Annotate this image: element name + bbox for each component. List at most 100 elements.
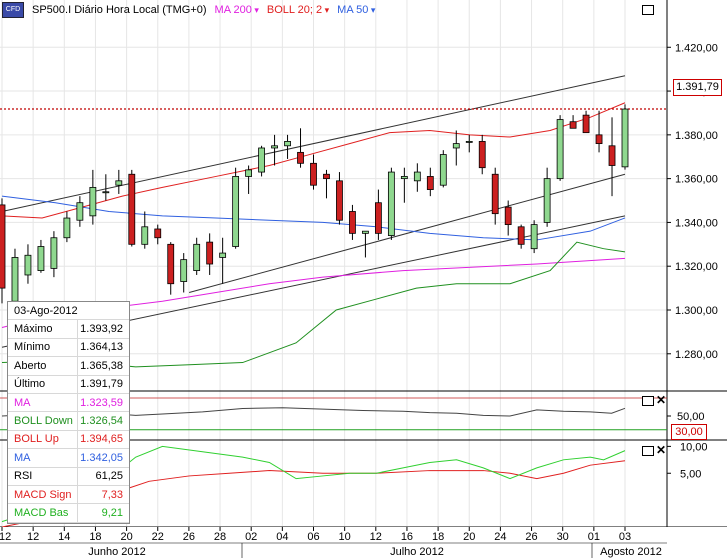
series-boll-down-line bbox=[1, 241, 626, 368]
candle-down[interactable] bbox=[608, 145, 616, 166]
maximize-price-pane-button[interactable] bbox=[642, 5, 654, 15]
close-rsi-pane-button[interactable]: ✕ bbox=[656, 393, 667, 407]
candle-up[interactable] bbox=[621, 108, 629, 168]
info-date-row: 03-Ago-2012 bbox=[8, 302, 129, 321]
info-row: MA 1.323,59 bbox=[8, 393, 129, 413]
candle-up[interactable] bbox=[400, 176, 408, 180]
candle-up[interactable] bbox=[24, 254, 32, 276]
candle-up[interactable] bbox=[219, 252, 227, 258]
candle-down[interactable] bbox=[426, 176, 434, 190]
info-row-label: Máximo bbox=[8, 320, 78, 338]
candle-up[interactable] bbox=[452, 143, 460, 149]
candle-up[interactable] bbox=[530, 224, 538, 250]
candle-up[interactable] bbox=[362, 230, 369, 234]
candle-up[interactable] bbox=[115, 180, 123, 186]
chart-title: SP500.I Diário Hora Local (TMG+0) bbox=[32, 4, 207, 16]
candle-up[interactable] bbox=[11, 257, 19, 302]
info-row: MA 1.342,05 bbox=[8, 449, 129, 468]
candle-up[interactable] bbox=[63, 217, 71, 239]
time-tick-label: 12 bbox=[370, 531, 382, 543]
candle-down[interactable] bbox=[374, 202, 382, 234]
indicator-ma50-dropdown[interactable]: MA 50 bbox=[337, 4, 375, 16]
price-tick-label: 1.320,00 bbox=[675, 261, 718, 273]
candle-up[interactable] bbox=[89, 186, 97, 217]
candle-down[interactable] bbox=[128, 173, 136, 245]
trendline[interactable] bbox=[189, 173, 626, 293]
candle-down[interactable] bbox=[504, 206, 512, 226]
candle-up[interactable] bbox=[284, 141, 291, 147]
candle-down[interactable] bbox=[167, 243, 175, 285]
candle-up[interactable] bbox=[556, 119, 564, 180]
close-macd-pane-button[interactable]: ✕ bbox=[656, 443, 667, 457]
candle-down[interactable] bbox=[478, 141, 486, 169]
info-row: BOLL Up 1.394,65 bbox=[8, 430, 129, 450]
candle-down[interactable] bbox=[582, 114, 590, 134]
time-tick-label: 30 bbox=[557, 531, 569, 543]
candle-up[interactable] bbox=[271, 145, 278, 149]
candle-up[interactable] bbox=[102, 191, 110, 194]
rsi-level-tag: 30,00 bbox=[671, 424, 707, 440]
candle-up[interactable] bbox=[413, 171, 421, 182]
time-tick-label: 18 bbox=[432, 531, 444, 543]
info-row: Aberto 1.365,38 bbox=[8, 357, 129, 376]
info-row-value: 1.393,92 bbox=[80, 323, 123, 336]
time-tick-label: 18 bbox=[89, 531, 101, 543]
candle-up[interactable] bbox=[141, 226, 149, 245]
time-tick-label: 10 bbox=[339, 531, 351, 543]
time-tick-label: 16 bbox=[401, 531, 413, 543]
candle-down[interactable] bbox=[349, 211, 356, 234]
info-row-value: 7,33 bbox=[101, 488, 123, 501]
info-row: Mínimo 1.364,13 bbox=[8, 338, 129, 358]
candle-down[interactable] bbox=[0, 204, 6, 289]
time-tick-label: 26 bbox=[525, 531, 537, 543]
info-row: MACD Sign 7,33 bbox=[8, 485, 129, 505]
candle-up[interactable] bbox=[465, 141, 473, 143]
candle-up[interactable] bbox=[387, 171, 395, 236]
indicator-boll-dropdown[interactable]: BOLL 20; 2 bbox=[267, 4, 329, 16]
candle-down[interactable] bbox=[154, 228, 162, 239]
candle-up[interactable] bbox=[232, 176, 240, 247]
candle-up[interactable] bbox=[37, 246, 45, 271]
candle-up[interactable] bbox=[258, 147, 265, 173]
info-row-value: 1.323,59 bbox=[80, 396, 123, 409]
candle-up[interactable] bbox=[543, 178, 551, 223]
chart-header: CFD SP500.I Diário Hora Local (TMG+0) MA… bbox=[2, 2, 375, 18]
month-label: Junho 2012 bbox=[88, 546, 146, 558]
maximize-rsi-pane-button[interactable] bbox=[642, 396, 654, 406]
info-row-value: 1.394,65 bbox=[80, 433, 123, 446]
info-row-value: 9,21 bbox=[101, 506, 123, 519]
candle-down[interactable] bbox=[310, 162, 317, 186]
candle-up[interactable] bbox=[76, 202, 84, 221]
candle-down[interactable] bbox=[206, 241, 214, 265]
info-row-label: Aberto bbox=[8, 357, 78, 375]
candle-down[interactable] bbox=[336, 180, 343, 221]
time-tick-label: 20 bbox=[120, 531, 132, 543]
rsi-tick-label: 50,00 bbox=[677, 411, 705, 423]
time-tick-label: 06 bbox=[307, 531, 319, 543]
indicator-ma200-dropdown[interactable]: MA 200 bbox=[215, 4, 259, 16]
info-date: 03-Ago-2012 bbox=[14, 304, 78, 317]
info-row: Último 1.391,79 bbox=[8, 375, 129, 394]
candle-down[interactable] bbox=[569, 121, 577, 129]
candle-down[interactable] bbox=[517, 226, 525, 245]
macd-tick-label: 10,00 bbox=[680, 441, 708, 453]
candle-up[interactable] bbox=[180, 259, 188, 282]
time-tick-label: 20 bbox=[463, 531, 475, 543]
time-tick-label: 04 bbox=[276, 531, 288, 543]
candle-up[interactable] bbox=[50, 237, 58, 269]
candle-down[interactable] bbox=[323, 173, 330, 180]
candle-down[interactable] bbox=[297, 151, 304, 164]
time-tick-label: 28 bbox=[214, 531, 226, 543]
candle-up[interactable] bbox=[439, 154, 447, 186]
time-tick-label: 26 bbox=[183, 531, 195, 543]
candle-down[interactable] bbox=[491, 173, 499, 215]
price-tick-label: 1.340,00 bbox=[675, 217, 718, 229]
price-tick-label: 1.280,00 bbox=[675, 349, 718, 361]
maximize-macd-pane-button[interactable] bbox=[642, 446, 654, 456]
month-label: Julho 2012 bbox=[390, 546, 444, 558]
candle-up[interactable] bbox=[245, 169, 253, 177]
info-panel: 03-Ago-2012 Máximo 1.393,92 Mínimo 1.364,13… bbox=[7, 301, 130, 524]
candle-down[interactable] bbox=[595, 134, 603, 145]
candle-up[interactable] bbox=[193, 243, 201, 271]
cfd-symbol-icon: CFD bbox=[2, 2, 24, 18]
